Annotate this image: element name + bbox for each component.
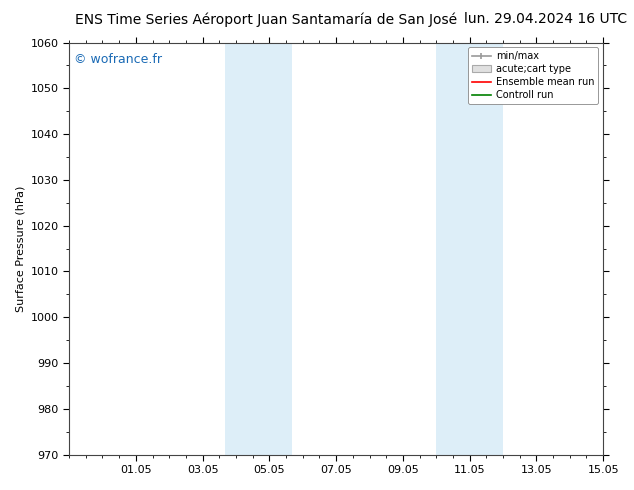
- Text: lun. 29.04.2024 16 UTC: lun. 29.04.2024 16 UTC: [463, 12, 627, 26]
- Bar: [436, 43, 503, 455]
- Y-axis label: Surface Pressure (hPa): Surface Pressure (hPa): [15, 185, 25, 312]
- Legend: min/max, acute;cart type, Ensemble mean run, Controll run: min/max, acute;cart type, Ensemble mean …: [468, 48, 598, 104]
- Text: ENS Time Series Aéroport Juan Santamaría de San José: ENS Time Series Aéroport Juan Santamaría…: [75, 12, 457, 27]
- Text: © wofrance.fr: © wofrance.fr: [74, 53, 162, 66]
- Bar: [225, 43, 292, 455]
